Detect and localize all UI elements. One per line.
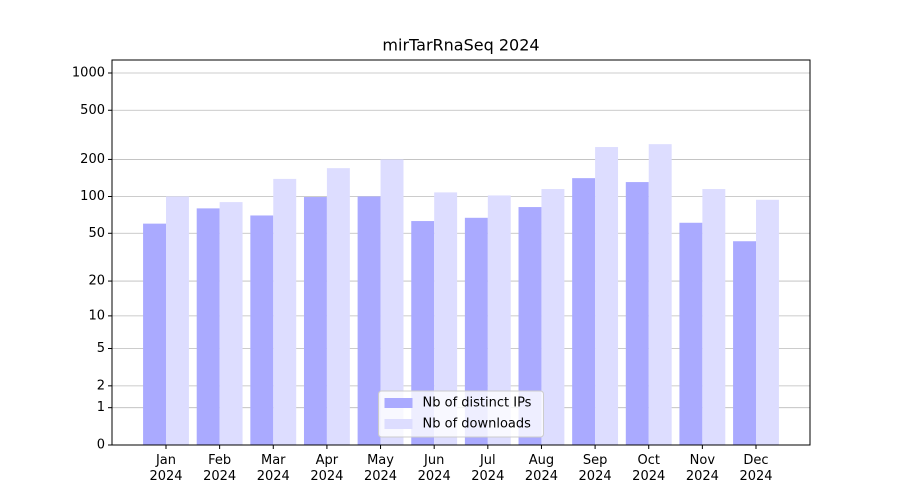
bar (648, 144, 672, 445)
bar (250, 215, 274, 445)
plot-frame (111, 59, 811, 446)
legend-box (378, 390, 544, 438)
x-tick-label: Jun 2024 (417, 453, 451, 484)
bar (487, 195, 511, 445)
x-tick-label: Sep 2024 (578, 453, 612, 484)
y-tick-label: 200 (80, 152, 105, 167)
x-tick-label: Oct 2024 (632, 453, 666, 484)
bar (733, 241, 756, 445)
y-tick-label: 100 (80, 189, 105, 204)
y-tick-label: 20 (88, 274, 105, 289)
legend-swatch (384, 398, 413, 408)
bar (625, 182, 649, 445)
legend-swatch (384, 419, 413, 429)
bar (273, 178, 297, 446)
x-tick-label: Dec 2024 (739, 453, 773, 484)
bar (595, 147, 619, 445)
bar (434, 192, 458, 445)
y-tick-label: 5 (97, 341, 105, 356)
bar (756, 199, 779, 445)
y-tick-label: 2 (97, 378, 105, 393)
x-tick-label: Aug 2024 (524, 453, 558, 484)
x-tick-label: Feb 2024 (203, 453, 237, 484)
bar (166, 196, 189, 445)
x-tick-label: Nov 2024 (685, 453, 719, 484)
bar (326, 168, 350, 445)
bar (518, 207, 542, 445)
x-tick-label: Jul 2024 (471, 453, 505, 484)
x-tick-label: Jan 2024 (149, 453, 183, 484)
bar (196, 208, 220, 445)
bar (411, 221, 435, 445)
bar (357, 196, 381, 445)
bar (702, 189, 726, 445)
bar (219, 202, 243, 445)
y-tick-label: 0 (97, 438, 105, 453)
bar (143, 223, 166, 445)
legend-label: Nb of downloads (423, 417, 532, 432)
bar (679, 222, 703, 445)
y-tick-label: 50 (88, 226, 105, 241)
bar (303, 197, 327, 445)
x-tick-label: May 2024 (363, 453, 398, 484)
y-tick-label: 1000 (72, 65, 105, 80)
legend-label: Nb of distinct IPs (423, 396, 532, 411)
y-tick-label: 1 (97, 400, 105, 415)
bar (572, 178, 596, 446)
bar (541, 189, 565, 445)
y-tick-label: 10 (88, 308, 105, 323)
x-tick-label: Mar 2024 (256, 453, 290, 484)
legend: Nb of distinct IPs Nb of downloads (378, 390, 544, 438)
bar (464, 217, 488, 445)
x-tick-label: Apr 2024 (310, 453, 344, 484)
chart-title: mirTarRnaSeq 2024 (382, 36, 539, 55)
y-tick-label: 500 (80, 103, 105, 118)
bar (380, 159, 404, 445)
